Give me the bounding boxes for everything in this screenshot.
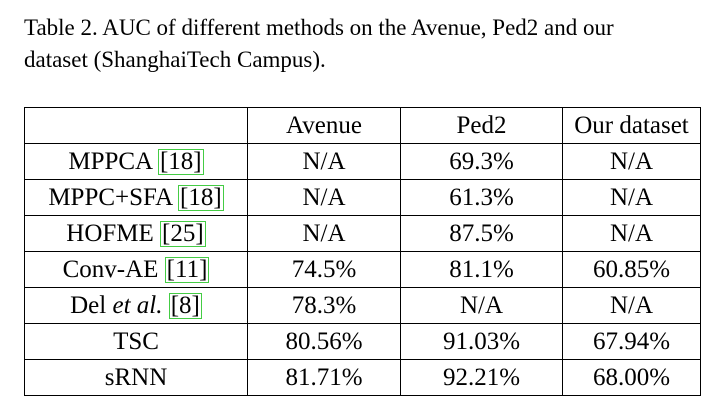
citation-link[interactable]: [11] [165, 257, 210, 283]
method-name: Conv-AE [63, 256, 165, 283]
ped2-cell: 69.3% [401, 144, 563, 180]
table-row: MPPC+SFA [18] N/A 61.3% N/A [25, 180, 701, 216]
method-name: Del [70, 292, 112, 319]
table-row: MPPCA [18] N/A 69.3% N/A [25, 144, 701, 180]
table-row: HOFME [25] N/A 87.5% N/A [25, 216, 701, 252]
our-dataset-cell: 67.94% [563, 324, 701, 360]
ped2-cell: 87.5% [401, 216, 563, 252]
avenue-cell: N/A [248, 216, 401, 252]
avenue-cell: N/A [248, 180, 401, 216]
caption-line-2: dataset (ShanghaiTech Campus). [24, 44, 714, 76]
our-dataset-cell: N/A [563, 144, 701, 180]
method-cell: MPPCA [18] [25, 144, 248, 180]
header-row: Avenue Ped2 Our dataset [25, 108, 701, 144]
table-row: sRNN 81.71% 92.21% 68.00% [25, 360, 701, 396]
citation-link[interactable]: [18] [178, 185, 224, 211]
table-row: Del et al. [8] 78.3% N/A N/A [25, 288, 701, 324]
header-ped2: Ped2 [401, 108, 563, 144]
our-dataset-cell-best: 68.00% [563, 360, 701, 396]
method-name: MPPCA [68, 148, 158, 175]
ped2-cell: 91.03% [401, 324, 563, 360]
header-method [25, 108, 248, 144]
method-cell: Conv-AE [11] [25, 252, 248, 288]
citation-link[interactable]: [25] [160, 221, 206, 247]
method-cell: HOFME [25] [25, 216, 248, 252]
method-name: MPPC+SFA [48, 184, 178, 211]
table-row: Conv-AE [11] 74.5% 81.1% 60.85% [25, 252, 701, 288]
our-dataset-cell: N/A [563, 180, 701, 216]
avenue-cell-best: 81.71% [248, 360, 401, 396]
method-cell: Del et al. [8] [25, 288, 248, 324]
caption-line-1: Table 2. AUC of different methods on the… [24, 12, 714, 44]
auc-table: Avenue Ped2 Our dataset MPPCA [18] N/A 6… [24, 107, 701, 396]
method-cell: sRNN [25, 360, 248, 396]
avenue-cell: N/A [248, 144, 401, 180]
method-name: HOFME [66, 220, 160, 247]
citation-link[interactable]: [18] [158, 149, 204, 175]
avenue-cell: 78.3% [248, 288, 401, 324]
ped2-cell-best: 92.21% [401, 360, 563, 396]
method-name-italic: et al. [112, 292, 162, 319]
header-avenue: Avenue [248, 108, 401, 144]
table-caption: Table 2. AUC of different methods on the… [24, 12, 714, 76]
our-dataset-cell: 60.85% [563, 252, 701, 288]
method-cell: MPPC+SFA [18] [25, 180, 248, 216]
ped2-cell: N/A [401, 288, 563, 324]
our-dataset-cell: N/A [563, 288, 701, 324]
header-our-dataset: Our dataset [563, 108, 701, 144]
ped2-cell: 81.1% [401, 252, 563, 288]
ped2-cell: 61.3% [401, 180, 563, 216]
citation-link[interactable]: [8] [169, 293, 202, 319]
avenue-cell: 80.56% [248, 324, 401, 360]
table-row: TSC 80.56% 91.03% 67.94% [25, 324, 701, 360]
avenue-cell: 74.5% [248, 252, 401, 288]
our-dataset-cell: N/A [563, 216, 701, 252]
method-cell: TSC [25, 324, 248, 360]
